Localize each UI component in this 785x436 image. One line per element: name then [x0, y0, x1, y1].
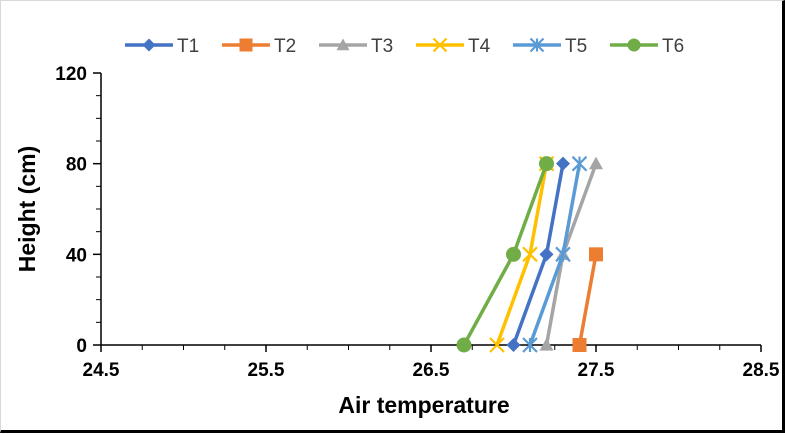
data-point-t4 [522, 246, 538, 263]
series-line-t2 [577, 254, 598, 346]
legend-marker-t5 [529, 37, 545, 53]
legend-marker-t2 [239, 38, 253, 52]
data-point-t6 [539, 156, 554, 172]
legend-item-t3: T3 [319, 36, 393, 57]
legend-marker-t4 [432, 37, 448, 53]
legend-label-t4: T4 [468, 36, 491, 57]
legend-marker-t3 [336, 38, 350, 51]
ticks [93, 72, 762, 352]
data-point-t2 [572, 338, 587, 352]
x-axis-title: Air temperature [338, 392, 509, 418]
legend-item-t6: T6 [610, 36, 684, 57]
legend-label-t5: T5 [565, 36, 587, 57]
series-t1 [506, 156, 570, 352]
series-t6 [456, 156, 554, 353]
legend-item-t4: T4 [416, 36, 491, 57]
data-point-t3 [539, 338, 554, 351]
legend-marker-t1 [142, 38, 156, 52]
y-axis-title: Height (cm) [14, 146, 40, 273]
data-point-t5 [571, 155, 588, 172]
data-point-t2 [589, 247, 603, 262]
legend-label-t1: T1 [177, 36, 199, 57]
x-tick-label: 28.5 [743, 360, 780, 381]
data-point-t1 [539, 247, 554, 262]
y-tick-label: 120 [55, 64, 87, 85]
legend-item-t1: T1 [125, 36, 199, 57]
x-tick-label: 26.5 [413, 360, 450, 381]
y-tick-label: 80 [66, 155, 87, 176]
legend-label-t6: T6 [662, 36, 684, 57]
x-tick-label: 27.5 [578, 360, 615, 381]
series-t5 [522, 155, 588, 353]
axes [100, 73, 761, 346]
legend-item-t2: T2 [222, 36, 296, 57]
data-point-t1 [506, 338, 521, 352]
y-tick-label: 0 [76, 336, 87, 357]
data-point-t3 [589, 156, 603, 170]
x-tick-label: 25.5 [248, 360, 285, 381]
series-line-t3 [544, 163, 598, 346]
tick-labels: 0 40 80 120 24.5 25.5 26.5 27.5 28.5 [55, 64, 780, 381]
x-tick-label: 24.5 [83, 360, 120, 381]
series-group [456, 155, 603, 353]
data-point-t5 [555, 246, 571, 263]
legend-label-t3: T3 [371, 36, 393, 57]
legend-item-t5: T5 [513, 36, 587, 57]
legend-marker-t6 [627, 38, 641, 52]
data-point-t5 [522, 337, 538, 353]
legend: T1 T2 T3 T4 T5 T6 [125, 36, 684, 57]
data-point-t4 [489, 337, 505, 353]
data-point-t1 [556, 156, 570, 171]
series-t2 [572, 247, 603, 352]
y-tick-label: 40 [66, 245, 87, 266]
data-point-t6 [456, 337, 472, 353]
data-point-t6 [506, 246, 521, 262]
legend-label-t2: T2 [274, 36, 296, 57]
